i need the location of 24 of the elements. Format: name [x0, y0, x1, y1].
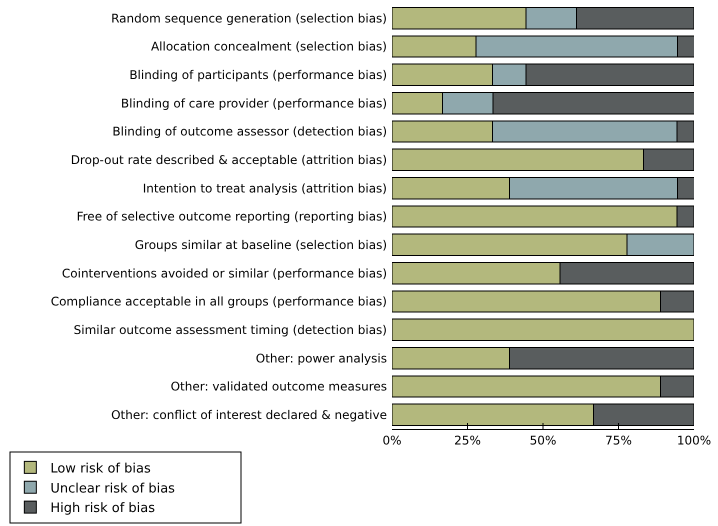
x-tick-label: 50%	[530, 433, 556, 448]
y-tick-label: Drop-out rate described & acceptable (attrition bias)	[70, 153, 387, 168]
y-tick-label: Random sequence generation (selection bias)	[111, 11, 387, 26]
x-tick-label: 25%	[454, 433, 481, 448]
y-tick-label: Free of selective outcome reporting (reporting bias)	[76, 210, 387, 224]
y-tick-label: Groups similar at baseline (selection bias)	[134, 238, 387, 252]
x-tick-label: 75%	[605, 433, 632, 448]
y-tick-label: Cointerventions avoided or similar (performance bias)	[62, 266, 387, 280]
y-tick-label: Blinding of care provider (performance bias)	[120, 96, 387, 110]
y-tick-label: Blinding of participants (performance bias)	[129, 68, 387, 82]
x-tick-label: 0%	[382, 433, 402, 448]
legend-label: High risk of bias	[50, 501, 156, 516]
y-tick-label: Compliance acceptable in all groups (performance bias)	[50, 294, 387, 309]
bar	[392, 318, 694, 341]
y-tick-label: Intention to treat analysis (attrition bias)	[142, 181, 387, 196]
legend-label: Low risk of bias	[50, 461, 151, 476]
y-tick-label: Allocation concealment (selection bias)	[150, 40, 387, 54]
y-tick-label: Other: conflict of interest declared & negative	[111, 408, 387, 422]
y-tick-label: Other: power analysis	[256, 351, 387, 366]
legend-label: Unclear risk of bias	[50, 481, 176, 496]
y-tick-label: Blinding of outcome assessor (detection bias)	[112, 124, 387, 139]
y-tick-label: Similar outcome assessment timing (detection bias)	[74, 323, 387, 338]
x-tick-label: 100%	[676, 433, 712, 448]
y-tick-label: Other: validated outcome measures	[170, 380, 387, 394]
